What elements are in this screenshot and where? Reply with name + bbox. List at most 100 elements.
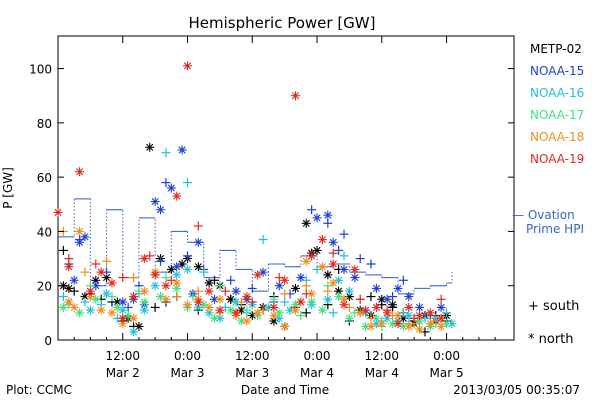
north-point bbox=[64, 283, 74, 293]
north-point bbox=[361, 305, 371, 315]
north-point bbox=[323, 294, 333, 304]
north-point bbox=[323, 210, 333, 220]
north-point bbox=[150, 270, 160, 280]
south-point bbox=[334, 245, 344, 255]
north-point bbox=[118, 313, 128, 323]
legend-entry: NOAA-19 bbox=[530, 152, 584, 166]
north-point bbox=[172, 191, 182, 201]
south-point bbox=[91, 259, 101, 269]
south-point bbox=[296, 311, 306, 321]
south-point bbox=[183, 178, 193, 188]
y-tick-label: 100 bbox=[29, 63, 52, 77]
south-point bbox=[280, 297, 290, 307]
north-point bbox=[253, 270, 263, 280]
north-point bbox=[350, 264, 360, 274]
north-point bbox=[339, 300, 349, 310]
x-tick-date: Mar 3 bbox=[235, 366, 269, 380]
ovation-step-line bbox=[58, 198, 453, 295]
north-point bbox=[404, 302, 414, 312]
x-tick-time: 12:00 bbox=[364, 349, 399, 363]
north-point bbox=[129, 292, 139, 302]
north-point bbox=[75, 226, 85, 236]
north-point bbox=[317, 305, 327, 315]
north-point bbox=[204, 278, 214, 288]
north-point bbox=[75, 308, 85, 318]
legend-entry: NOAA-18 bbox=[530, 130, 584, 144]
north-point bbox=[242, 292, 252, 302]
x-tick-date: Mar 4 bbox=[365, 366, 399, 380]
north-point bbox=[328, 259, 338, 269]
north-point bbox=[371, 302, 381, 312]
south-point bbox=[301, 289, 311, 299]
north-point bbox=[371, 283, 381, 293]
footer-left: Plot: CCMC bbox=[6, 383, 72, 397]
north-point bbox=[96, 267, 106, 277]
north-point bbox=[242, 316, 252, 326]
south-point bbox=[58, 292, 68, 302]
north-point bbox=[193, 237, 203, 247]
north-point bbox=[150, 197, 160, 207]
y-tick-label: 80 bbox=[37, 117, 52, 131]
north-point bbox=[312, 245, 322, 255]
north-point bbox=[415, 302, 425, 312]
south-point bbox=[193, 221, 203, 231]
south-point bbox=[242, 305, 252, 315]
north-point bbox=[415, 311, 425, 321]
north-point bbox=[404, 311, 414, 321]
south-point bbox=[328, 308, 338, 318]
south-point bbox=[280, 289, 290, 299]
north-point bbox=[269, 311, 279, 321]
legend-ovation-line1: — Ovation bbox=[512, 208, 575, 222]
north-point bbox=[231, 286, 241, 296]
north-point bbox=[388, 319, 398, 329]
south-point bbox=[161, 273, 171, 283]
north-point bbox=[96, 305, 106, 315]
south-point bbox=[339, 251, 349, 261]
south-point bbox=[166, 275, 176, 285]
y-tick-label: 40 bbox=[37, 225, 52, 239]
y-tick-label: 20 bbox=[37, 280, 52, 294]
north-point bbox=[231, 308, 241, 318]
north-point bbox=[344, 286, 354, 296]
north-point bbox=[366, 321, 376, 331]
north-point bbox=[280, 275, 290, 285]
north-point bbox=[85, 286, 95, 296]
north-point bbox=[107, 278, 117, 288]
x-tick-time: 0:00 bbox=[433, 349, 460, 363]
north-point bbox=[361, 321, 371, 331]
south-point bbox=[307, 205, 317, 215]
north-point bbox=[301, 218, 311, 228]
legend: METP-02 NOAA-15 NOAA-16 NOAA-17 NOAA-18 NOAA-… bbox=[512, 42, 584, 347]
north-point bbox=[183, 300, 193, 310]
north-point bbox=[415, 324, 425, 334]
south-point bbox=[323, 218, 333, 228]
north-point bbox=[64, 262, 74, 272]
footer-right: 2013/03/05 00:35:07 bbox=[453, 383, 580, 397]
north-point bbox=[75, 167, 85, 177]
ovation-line bbox=[58, 198, 453, 295]
north-point bbox=[307, 297, 317, 307]
north-point bbox=[290, 305, 300, 315]
north-point bbox=[371, 313, 381, 323]
south-point bbox=[301, 308, 311, 318]
south-point bbox=[323, 286, 333, 296]
y-axis-label: P [GW] bbox=[1, 167, 15, 209]
north-point bbox=[166, 183, 176, 193]
x-tick-date: Mar 5 bbox=[429, 366, 463, 380]
south-point bbox=[80, 267, 90, 277]
north-point bbox=[393, 311, 403, 321]
south-point bbox=[366, 259, 376, 269]
x-axis-label: Date and Time bbox=[241, 383, 329, 397]
north-point bbox=[139, 254, 149, 264]
north-point bbox=[226, 305, 236, 315]
x-tick-time: 0:00 bbox=[174, 349, 201, 363]
north-point bbox=[317, 235, 327, 245]
north-point bbox=[317, 262, 327, 272]
north-point bbox=[204, 302, 214, 312]
south-point bbox=[247, 297, 257, 307]
plot-frame bbox=[57, 35, 515, 341]
north-point bbox=[323, 270, 333, 280]
north-point bbox=[139, 286, 149, 296]
north-point bbox=[280, 321, 290, 331]
